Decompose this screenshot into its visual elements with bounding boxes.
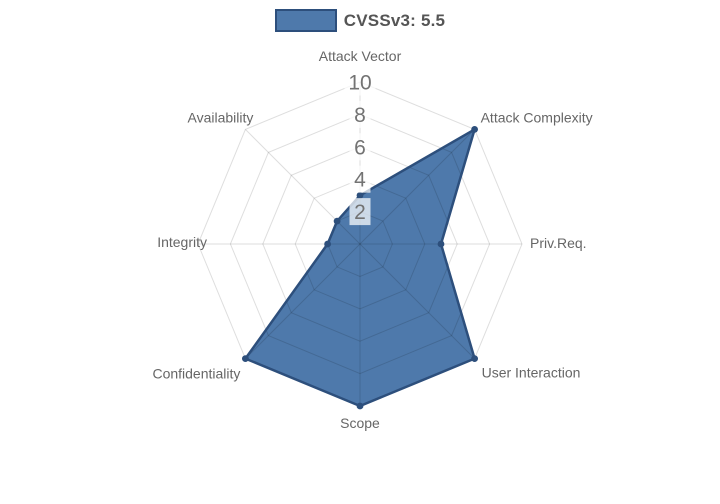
svg-text:Confidentiality: Confidentiality	[152, 366, 240, 382]
svg-text:User Interaction: User Interaction	[482, 365, 581, 381]
svg-text:Attack Complexity: Attack Complexity	[481, 109, 593, 125]
svg-text:10: 10	[348, 72, 371, 95]
legend-item-cvssv3[interactable]: CVSSv3: 5.5	[274, 9, 446, 32]
chart-legend: CVSSv3: 5.5	[0, 9, 720, 32]
radar-dataset[interactable]	[245, 129, 475, 406]
radial-tick-labels: 2 4 6 8 10	[344, 68, 376, 226]
svg-text:Availability: Availability	[188, 109, 254, 125]
svg-text:4: 4	[354, 169, 366, 192]
svg-text:Integrity: Integrity	[157, 234, 207, 250]
category-labels: Attack Vector Attack Complexity Priv.Req. U…	[152, 48, 592, 431]
legend-label: CVSSv3: 5.5	[343, 10, 446, 30]
svg-text:Attack Vector: Attack Vector	[319, 48, 402, 64]
svg-text:Priv.Req.: Priv.Req.	[530, 235, 587, 251]
radar-dataset-border[interactable]	[242, 125, 478, 410]
svg-text:Scope: Scope	[340, 415, 380, 431]
svg-text:8: 8	[354, 104, 366, 127]
svg-text:2: 2	[354, 201, 366, 224]
svg-text:6: 6	[354, 136, 366, 159]
legend-swatch-icon	[274, 9, 337, 32]
